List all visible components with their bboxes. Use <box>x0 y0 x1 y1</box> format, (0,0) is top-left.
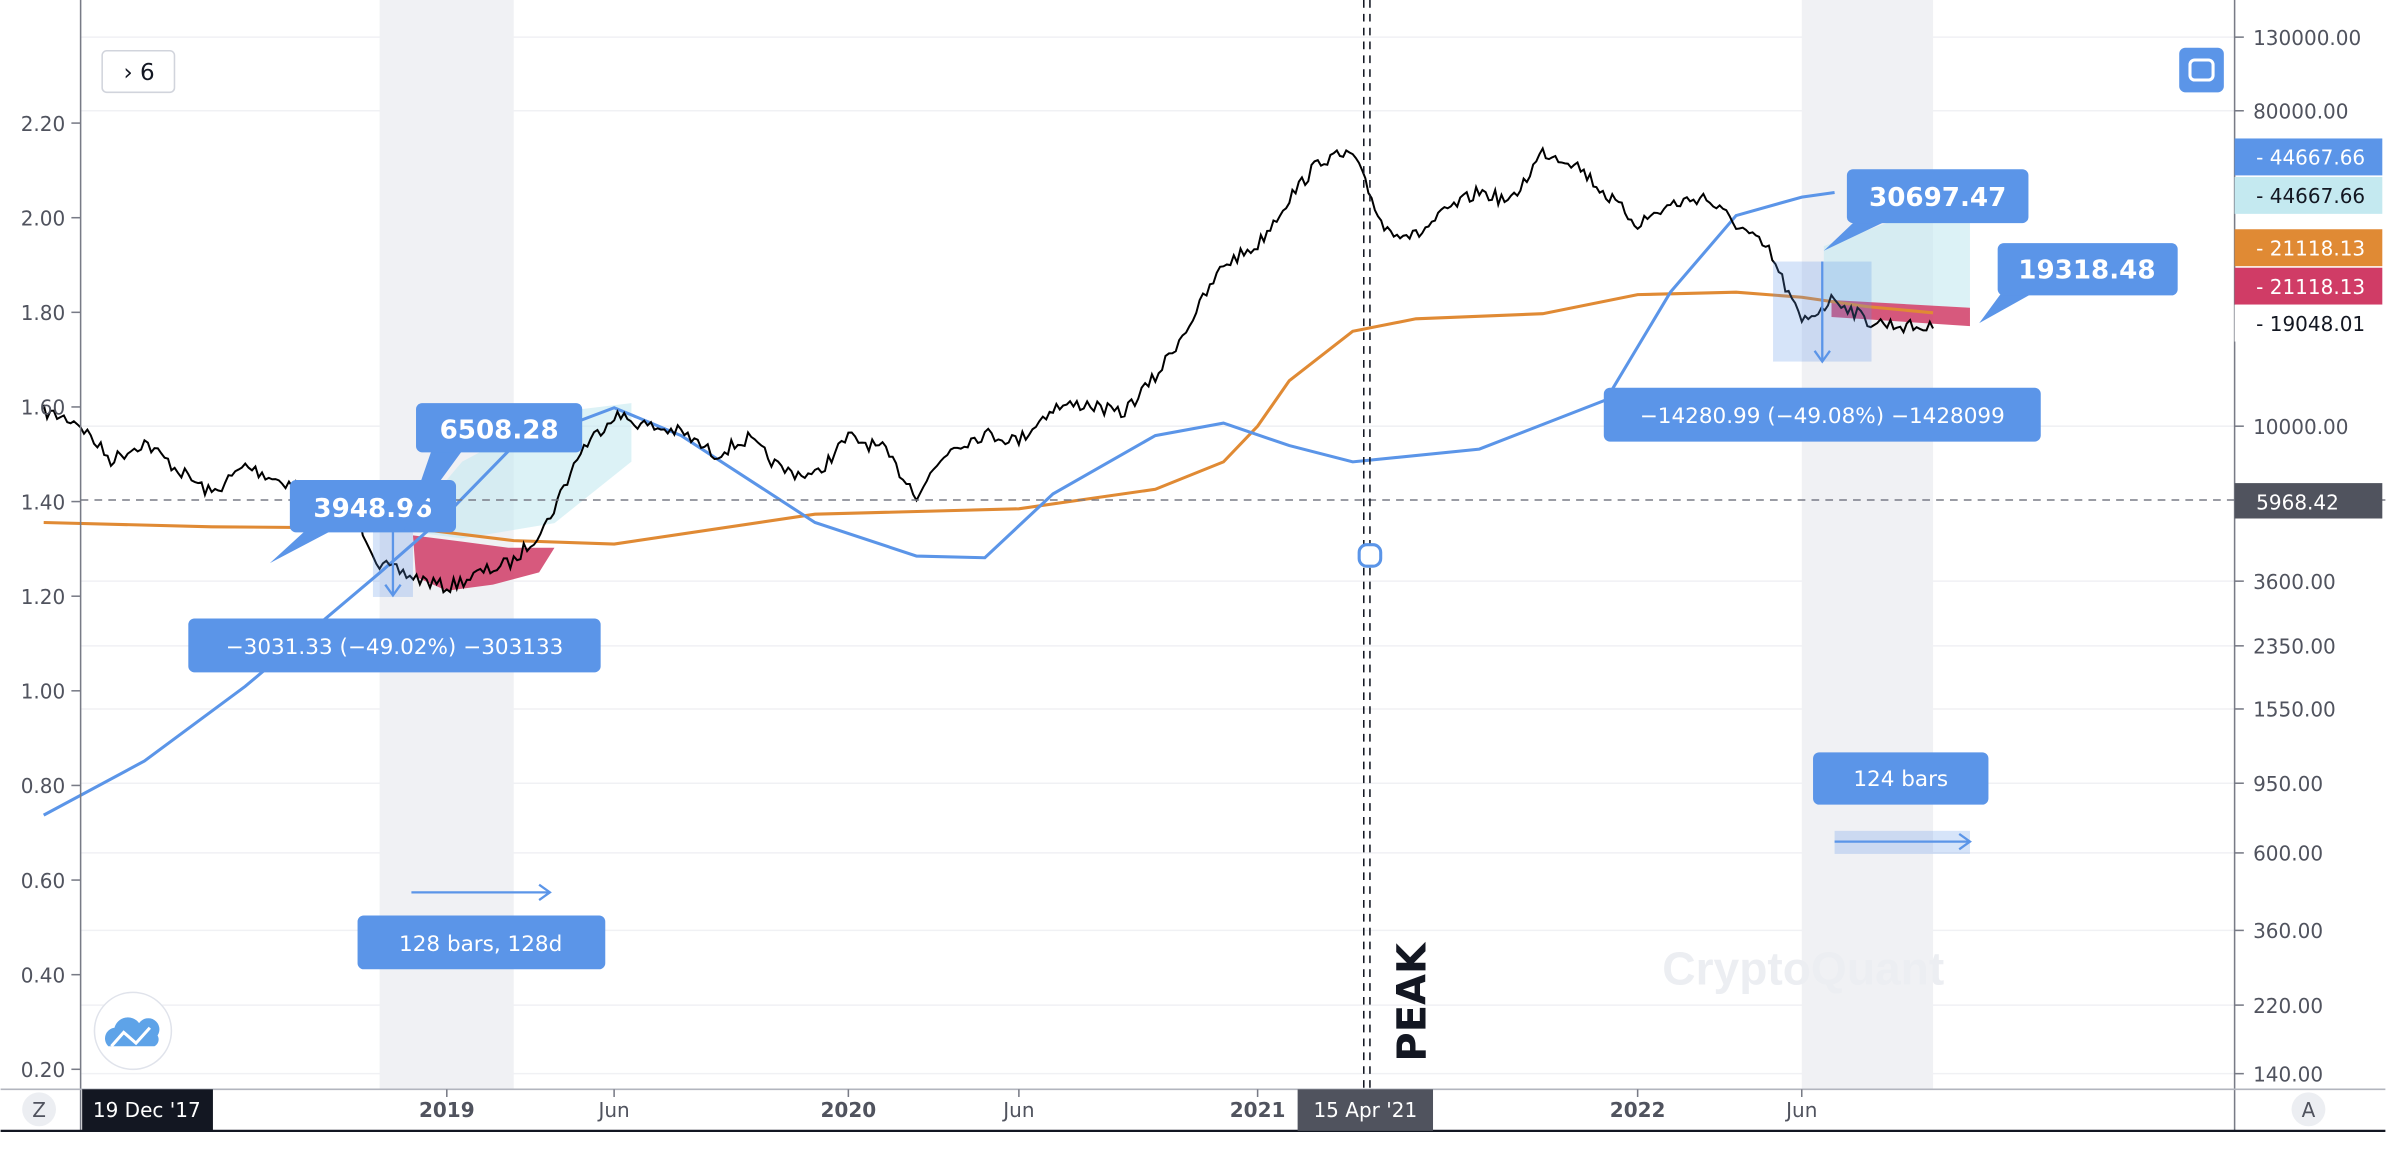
drawdown-fill-left <box>412 535 555 591</box>
x-tick-label: 2022 <box>1610 1098 1666 1122</box>
x-tick-label: Jun <box>1784 1098 1817 1122</box>
x-tick-label: 2019 <box>419 1098 475 1122</box>
price-cursor-tag: 5968.42 <box>2234 483 2383 519</box>
x-tick-label: Jun <box>596 1098 629 1122</box>
left-tick-label: 1.80 <box>21 301 66 325</box>
measure-text: −14280.99 (−49.08%) −1428099 <box>1640 404 2005 429</box>
left-tick-label: 0.80 <box>21 774 66 798</box>
x-tick-label: Jun <box>1001 1098 1034 1122</box>
callout-19318[interactable]: 19318.48 <box>1979 243 2178 324</box>
date-tag-left: 19 Dec '17 <box>82 1089 213 1131</box>
price-tag-label: - 44667.66 <box>2256 146 2365 170</box>
x-tick-label: 2020 <box>821 1098 877 1122</box>
axis-button-label: A <box>2302 1098 2316 1122</box>
price-tag-bg <box>2234 138 2383 176</box>
arrow-head <box>538 883 552 901</box>
logo <box>93 991 173 1071</box>
price-tag-label: - 21118.13 <box>2256 236 2365 260</box>
right-tick-label: 220.00 <box>2253 994 2323 1018</box>
price-cursor-value: 5968.42 <box>2256 490 2339 514</box>
date-left-value: 19 Dec '17 <box>93 1098 201 1122</box>
marker-handle[interactable] <box>1357 543 1383 568</box>
orange-line <box>43 290 1934 546</box>
left-tick-label: 1.40 <box>21 490 66 514</box>
right-tick-label: 80000.00 <box>2253 99 2348 123</box>
measure-label-left[interactable]: −3031.33 (−49.02%) −303133 <box>188 618 601 673</box>
left-tick-label: 1.60 <box>21 396 66 420</box>
right-tick-label: 3600.00 <box>2253 570 2336 594</box>
callout-3948[interactable]: 3948.96 <box>269 480 457 564</box>
fullscreen-button[interactable] <box>2179 47 2224 93</box>
collapse-indicators-button[interactable]: › 6 <box>101 50 176 94</box>
chevron-right-icon: › 6 <box>123 60 154 86</box>
price-tag-bg <box>2234 267 2383 305</box>
arrow-head <box>1813 350 1831 364</box>
x-tick-label: 2021 <box>1230 1098 1286 1122</box>
blue-line <box>42 190 1835 817</box>
price-tag-bg <box>2234 304 2383 342</box>
right-tick-label: 360.00 <box>2253 919 2323 943</box>
left-tick-label: 0.20 <box>21 1058 66 1082</box>
price-tags: - 44667.66 - 44667.66 - 21118.13 - 21118.13… <box>2234 138 2383 342</box>
left-axis-mode-button[interactable]: Z <box>22 1092 57 1127</box>
right-axis[interactable]: 130000.00 80000.00 10000.00 3600.00 2350.00 1… <box>2234 26 2362 1087</box>
axis-button-label: Z <box>32 1098 46 1122</box>
callout-value: 30697.47 <box>1869 183 2006 213</box>
left-tick-label: 1.20 <box>21 585 66 609</box>
auto-scale-button[interactable]: A <box>2291 1092 2326 1127</box>
watermark: CryptoQuant <box>1662 943 1944 995</box>
range-label-left[interactable]: 128 bars, 128d <box>357 915 606 970</box>
callout-30697[interactable]: 30697.47 <box>1823 169 2029 251</box>
callout-value: 19318.48 <box>2018 255 2155 285</box>
callout-value: 6508.28 <box>440 415 559 445</box>
date-tag-cursor: 15 Apr '21 <box>1297 1089 1434 1131</box>
left-tick-label: 0.40 <box>21 963 66 987</box>
right-tick-label: 130000.00 <box>2253 26 2361 50</box>
left-axis[interactable]: 2.20 2.00 1.80 1.60 1.40 1.20 1.00 0.80 0.60 0.40… <box>21 112 81 1082</box>
range-label-right[interactable]: 124 bars <box>1813 752 1989 805</box>
date-cursor-value: 15 Apr '21 <box>1313 1098 1417 1122</box>
arrow-head <box>1958 832 1972 851</box>
right-tick-label: 10000.00 <box>2253 415 2348 439</box>
range-text: 128 bars, 128d <box>399 932 562 957</box>
price-tag-label: - 21118.13 <box>2256 275 2365 299</box>
shaded-range <box>1801 0 1934 1090</box>
right-tick-label: 2350.00 <box>2253 635 2336 659</box>
left-tick-label: 2.20 <box>21 112 66 136</box>
right-tick-label: 140.00 <box>2253 1062 2323 1086</box>
left-tick-label: 0.60 <box>21 869 66 893</box>
price-tag-bg <box>2234 176 2383 214</box>
callout-6508[interactable]: 6508.28 <box>403 403 583 531</box>
fullscreen-icon <box>2188 58 2215 82</box>
price-tag-label: - 44667.66 <box>2256 184 2365 208</box>
peak-label: PEAK <box>1389 941 1435 1062</box>
left-tick-label: 2.00 <box>21 206 66 230</box>
right-tick-label: 1550.00 <box>2253 698 2336 722</box>
measure-label-right[interactable]: −14280.99 (−49.08%) −1428099 <box>1603 387 2041 442</box>
price-tag-bg <box>2234 229 2383 267</box>
measure-text: −3031.33 (−49.02%) −303133 <box>226 635 564 660</box>
right-tick-label: 950.00 <box>2253 772 2323 796</box>
time-axis[interactable]: 2019 Jun 2020 Jun 2021 2022 Jun <box>419 1089 1817 1122</box>
price-line <box>42 145 1934 594</box>
range-text: 124 bars <box>1853 767 1948 792</box>
price-tag-label: - 19048.01 <box>2256 312 2365 336</box>
arrow-head <box>384 583 402 598</box>
left-tick-label: 1.00 <box>21 680 66 704</box>
right-tick-label: 600.00 <box>2253 842 2323 866</box>
